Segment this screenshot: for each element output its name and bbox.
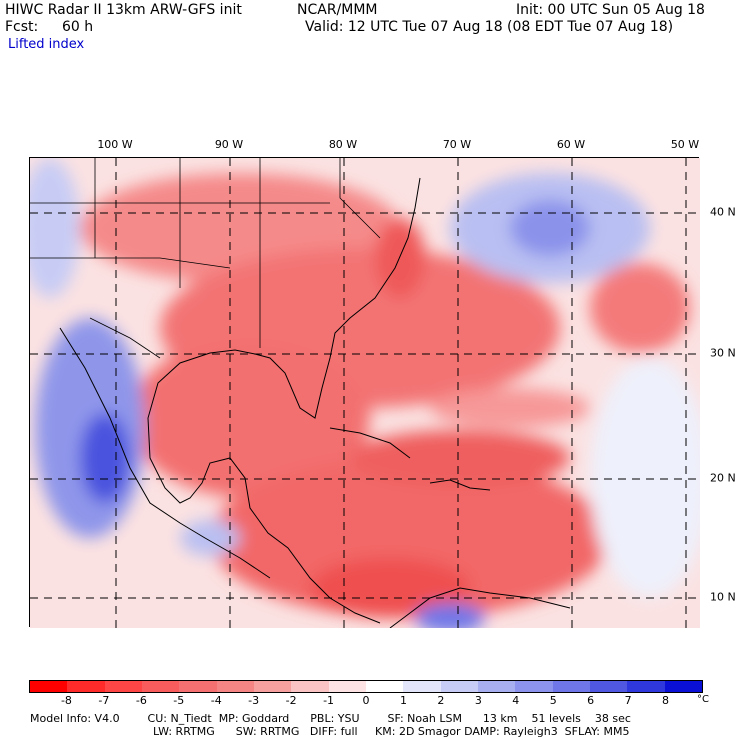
colorbar-segment bbox=[30, 681, 68, 692]
lon-label-50w: 50 W bbox=[670, 138, 700, 151]
lon-label-60w: 60 W bbox=[556, 138, 586, 151]
colorbar-segment bbox=[328, 681, 366, 692]
colorbar-segment bbox=[515, 681, 553, 692]
colorbar-tick-label: -2 bbox=[285, 694, 297, 707]
valid-time: Valid: 12 UTC Tue 07 Aug 18 (08 EDT Tue … bbox=[305, 19, 674, 35]
colorbar-segment bbox=[365, 681, 404, 692]
shade-nw-atlantic-core bbox=[510, 200, 590, 256]
forecast-label: Fcst: bbox=[5, 19, 39, 35]
colorbar-tick-label: 6 bbox=[587, 694, 595, 707]
coastlines bbox=[59, 177, 571, 629]
colorbar-tick-label: -3 bbox=[248, 694, 260, 707]
colorbar-segment bbox=[403, 681, 441, 692]
colorbar-segment bbox=[589, 681, 628, 692]
colorbar-tick-label: -4 bbox=[210, 694, 222, 707]
lat-label-20n: 20 N bbox=[710, 471, 736, 485]
border-northeast bbox=[339, 158, 381, 239]
colorbar-tick-label: 1 bbox=[399, 694, 407, 707]
colorbar-tick-label: -5 bbox=[173, 694, 185, 707]
shade-atlantic-band bbox=[430, 388, 590, 428]
shade-panama bbox=[310, 558, 470, 618]
shade-central-america bbox=[180, 520, 240, 556]
coastline-hispaniola bbox=[429, 479, 491, 491]
coastline-cuba bbox=[329, 427, 411, 459]
shade-atlantic-south bbox=[590, 358, 710, 598]
colorbar-tick-label: 7 bbox=[624, 694, 632, 707]
colorbar-tick-label: -7 bbox=[98, 694, 110, 707]
colorbar-tick-label: 8 bbox=[662, 694, 670, 707]
shade-atlantic-east bbox=[590, 263, 690, 353]
shade-antilles bbox=[350, 430, 570, 486]
colorbar-segment bbox=[664, 681, 702, 692]
shade-mexico-core bbox=[80, 413, 130, 503]
coastline-mainland bbox=[147, 177, 421, 624]
colorbar-tick-label: 3 bbox=[474, 694, 482, 707]
shade-east-coast bbox=[375, 218, 425, 298]
colorbar-tick-label: 2 bbox=[437, 694, 445, 707]
colorbar-unit: °C bbox=[697, 694, 709, 705]
lat-label-40n: 40 N bbox=[710, 205, 736, 219]
colorbar-segment bbox=[141, 681, 180, 692]
colorbar-tick-label: -1 bbox=[323, 694, 335, 707]
lon-label-90w: 90 W bbox=[214, 138, 244, 151]
borders bbox=[30, 158, 381, 359]
lat-label-30n: 30 N bbox=[710, 346, 736, 360]
organization-label: NCAR/MMM bbox=[297, 2, 378, 18]
model-info-line2: LW: RRTMG SW: RRTMG DIFF: full KM: 2D Sm… bbox=[153, 725, 630, 738]
coastline-south-america bbox=[389, 587, 571, 629]
colorbar-segment bbox=[179, 681, 217, 692]
forecast-hours: 60 h bbox=[62, 19, 94, 35]
map-canvas bbox=[20, 158, 710, 633]
model-info-line1: Model Info: V4.0 CU: N_Tiedt MP: Goddard… bbox=[30, 712, 631, 725]
colorbar-segment bbox=[627, 681, 665, 692]
colorbar-tick-label: 4 bbox=[512, 694, 520, 707]
shade-colombia bbox=[415, 603, 485, 633]
lifted-index-map bbox=[20, 157, 710, 633]
colorbar-tick-label: 0 bbox=[362, 694, 370, 707]
shade-mexico-gulf bbox=[130, 338, 370, 498]
model-title: HIWC Radar II 13km ARW-GFS init bbox=[5, 2, 242, 18]
colorbar-segment bbox=[552, 681, 590, 692]
colorbar-segment bbox=[440, 681, 478, 692]
border-lat-b bbox=[30, 257, 231, 269]
coastline-pacific bbox=[59, 327, 271, 579]
colorbar-segment bbox=[104, 681, 142, 692]
colorbar-segment bbox=[253, 681, 292, 692]
colorbar-segment bbox=[291, 681, 329, 692]
lon-label-100w: 100 W bbox=[97, 138, 133, 151]
colorbar bbox=[29, 680, 703, 693]
lon-label-70w: 70 W bbox=[442, 138, 472, 151]
colorbar-tick-label: -8 bbox=[60, 694, 72, 707]
field-name: Lifted index bbox=[8, 37, 85, 52]
init-time: Init: 00 UTC Sun 05 Aug 18 bbox=[516, 2, 705, 18]
shade-west-edge bbox=[20, 158, 80, 298]
colorbar-tick-label: 5 bbox=[549, 694, 557, 707]
colorbar-tick-label: -6 bbox=[135, 694, 147, 707]
lon-label-80w: 80 W bbox=[328, 138, 358, 151]
colorbar-segment bbox=[216, 681, 254, 692]
colorbar-segment bbox=[67, 681, 105, 692]
colorbar-segment bbox=[477, 681, 516, 692]
lat-label-10n: 10 N bbox=[710, 590, 736, 604]
border-us-mexico bbox=[89, 317, 161, 359]
